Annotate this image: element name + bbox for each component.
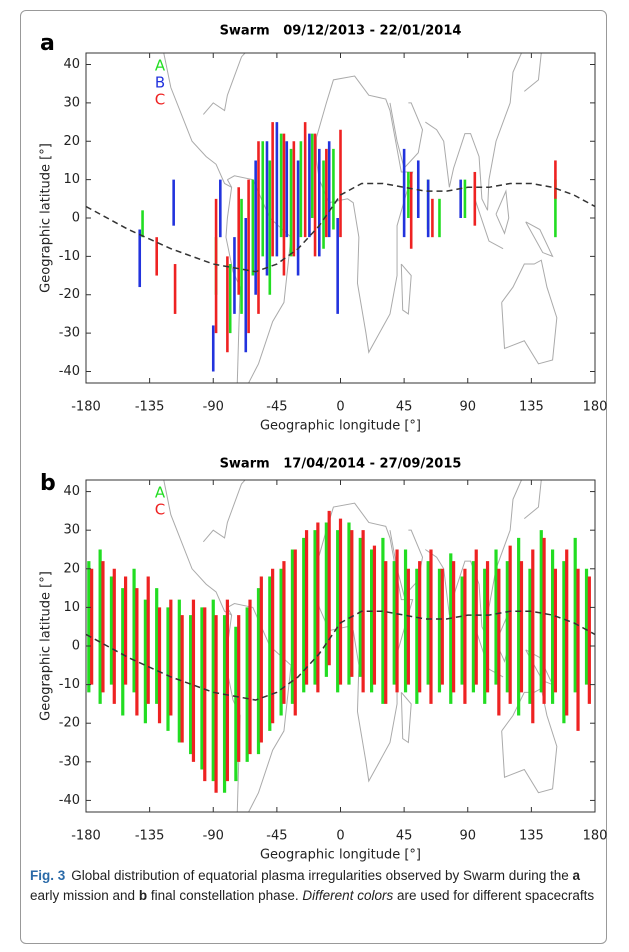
panel-title: Swarm 17/04/2014 - 27/09/2015 bbox=[220, 457, 462, 472]
legend-entry: C bbox=[155, 501, 165, 519]
coastline bbox=[523, 480, 542, 519]
coastline bbox=[202, 480, 246, 543]
coastline bbox=[501, 259, 558, 365]
plot-area bbox=[86, 480, 595, 812]
y-tick-label: 20 bbox=[63, 134, 80, 149]
coastline bbox=[163, 53, 232, 188]
figure: Swarm 09/12/2013 - 22/01/2014 a -180 -135 -9… bbox=[39, 24, 608, 863]
y-tick-label: 20 bbox=[63, 561, 80, 576]
coastline bbox=[523, 53, 542, 92]
x-tick-label: 0 bbox=[336, 829, 344, 844]
x-tick-label: -135 bbox=[135, 829, 165, 844]
x-axis-label: Geographic longitude [°] bbox=[260, 848, 421, 863]
y-tick-label: -10 bbox=[59, 677, 80, 692]
x-tick-label: 90 bbox=[459, 400, 476, 415]
y-tick-label: 0 bbox=[72, 211, 80, 226]
x-tick-label: 135 bbox=[519, 829, 544, 844]
x-tick-label: 90 bbox=[459, 829, 476, 844]
coastline bbox=[202, 53, 246, 115]
caption-text: are used for different spacecrafts bbox=[393, 888, 595, 903]
caption-label: Fig. 3 bbox=[30, 868, 66, 883]
y-tick-label: -20 bbox=[59, 716, 80, 731]
y-tick-label: 0 bbox=[72, 639, 80, 654]
coastline bbox=[400, 263, 412, 315]
coastline bbox=[474, 198, 504, 250]
coastline bbox=[225, 175, 292, 383]
caption: Fig. 3 Global distribution of equatorial … bbox=[30, 866, 602, 906]
x-tick-label: 180 bbox=[583, 400, 608, 415]
magnetic-equator bbox=[86, 182, 595, 273]
y-tick-label: -40 bbox=[59, 364, 80, 379]
caption-text: a bbox=[572, 868, 581, 883]
panel-label: b bbox=[40, 471, 56, 496]
panel-title: Swarm 09/12/2013 - 22/01/2014 bbox=[220, 24, 462, 39]
coastline bbox=[163, 480, 232, 616]
x-tick-label: 0 bbox=[336, 400, 344, 415]
caption-text: b bbox=[138, 888, 148, 903]
x-tick-label: -180 bbox=[71, 829, 101, 844]
coastline bbox=[389, 102, 424, 170]
x-tick-label: -180 bbox=[71, 400, 101, 415]
coastline bbox=[400, 692, 412, 744]
figure-frame bbox=[20, 10, 607, 944]
y-tick-label: 30 bbox=[63, 95, 80, 110]
coastline bbox=[501, 687, 558, 794]
x-tick-label: -135 bbox=[135, 400, 165, 415]
coastline bbox=[425, 480, 522, 639]
caption-text: early mission and bbox=[30, 888, 139, 903]
x-tick-label: 45 bbox=[396, 400, 413, 415]
legend-entry: C bbox=[155, 91, 165, 109]
y-tick-label: -40 bbox=[59, 793, 80, 808]
x-tick-label: 45 bbox=[396, 829, 413, 844]
y-tick-label: -30 bbox=[59, 326, 80, 341]
caption-text: Global distribution of equatorial plasma… bbox=[71, 868, 573, 883]
legend-entry: B bbox=[155, 74, 165, 92]
magnetic-equator bbox=[86, 610, 595, 701]
coastline bbox=[525, 221, 554, 258]
x-tick-label: -90 bbox=[203, 829, 224, 844]
y-tick-label: -20 bbox=[59, 287, 80, 302]
x-tick-label: 180 bbox=[583, 829, 608, 844]
y-tick-label: 40 bbox=[63, 484, 80, 499]
x-tick-label: -45 bbox=[266, 829, 287, 844]
x-tick-label: -45 bbox=[266, 400, 287, 415]
y-tick-label: -30 bbox=[59, 754, 80, 769]
x-tick-label: -90 bbox=[203, 400, 224, 415]
plot-area bbox=[86, 53, 595, 383]
y-axis-label: Geographic latitude [°] bbox=[39, 571, 54, 721]
y-tick-label: 10 bbox=[63, 600, 80, 615]
y-tick-label: 40 bbox=[63, 57, 80, 72]
panel: Swarm 17/04/2014 - 27/09/2015 b -180 -135 -9… bbox=[39, 457, 608, 863]
caption-text: final constellation phase. bbox=[147, 888, 303, 903]
y-tick-label: 30 bbox=[63, 523, 80, 538]
y-tick-label: 10 bbox=[63, 172, 80, 187]
panel-label: a bbox=[40, 31, 55, 56]
panel: Swarm 09/12/2013 - 22/01/2014 a -180 -135 -9… bbox=[39, 24, 608, 434]
y-tick-label: -10 bbox=[59, 249, 80, 264]
legend-entry: A bbox=[155, 57, 166, 75]
coastline bbox=[495, 189, 510, 235]
coastline bbox=[425, 53, 522, 211]
legend-entry: A bbox=[155, 484, 166, 502]
y-axis-label: Geographic latitude [°] bbox=[39, 143, 54, 293]
x-tick-label: 135 bbox=[519, 400, 544, 415]
caption-text: Different colors bbox=[302, 888, 394, 903]
x-axis-label: Geographic longitude [°] bbox=[260, 419, 421, 434]
coastline bbox=[315, 75, 414, 354]
